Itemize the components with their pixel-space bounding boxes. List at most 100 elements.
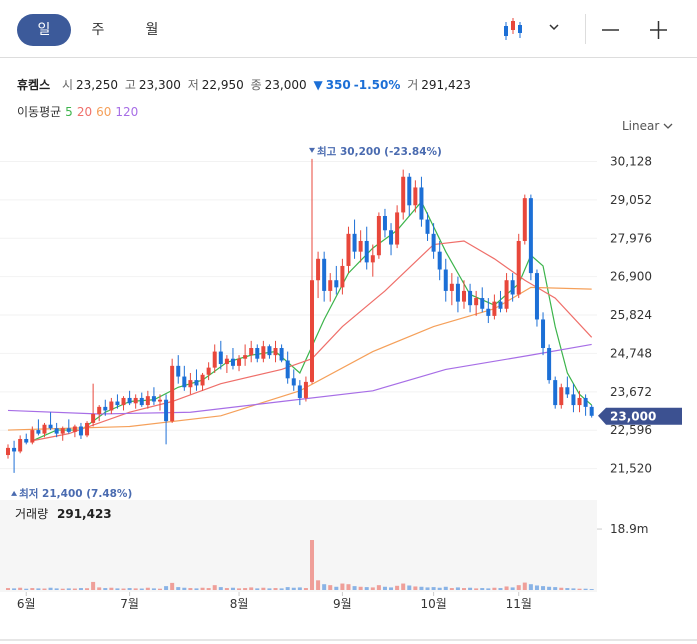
- change-mark: ▼: [313, 78, 323, 92]
- volume-bar: [437, 587, 442, 590]
- volume-bar: [322, 584, 327, 590]
- candle-body: [267, 346, 272, 356]
- ma-legend: 이동평균 5 20 60 120: [17, 103, 142, 120]
- volume-bar: [340, 583, 345, 590]
- candle-body: [18, 438, 23, 452]
- y-tick-label: 29,052: [610, 193, 652, 207]
- candle-body: [200, 374, 205, 386]
- candle-body: [528, 198, 533, 274]
- volume-bar: [66, 588, 71, 590]
- candle-body: [212, 351, 217, 368]
- volume-bar: [127, 588, 132, 590]
- candle-body: [158, 399, 162, 402]
- volume-bar: [547, 586, 552, 590]
- candle-body: [407, 176, 412, 206]
- scale-select[interactable]: Linear: [622, 119, 673, 133]
- candle-body: [571, 394, 576, 406]
- candle-body: [492, 301, 497, 316]
- candle-body: [577, 397, 582, 406]
- divider: [585, 14, 586, 44]
- candle-body: [182, 376, 187, 388]
- volume-bar: [310, 540, 314, 590]
- tab-month[interactable]: 월: [145, 22, 159, 38]
- candle-body: [389, 230, 394, 245]
- value: 23,250: [76, 78, 118, 92]
- candle-body: [516, 240, 521, 295]
- volume-bar: [577, 588, 582, 590]
- candle-body: [376, 215, 381, 256]
- y-tick-label: 23,672: [610, 385, 652, 399]
- candle-body: [510, 280, 515, 295]
- y-tick-label: 26,900: [610, 270, 652, 284]
- candle-body: [78, 426, 83, 436]
- candle-body: [60, 428, 65, 434]
- volume-bar: [522, 582, 527, 590]
- volume-bar: [267, 588, 272, 590]
- volume-bar: [6, 588, 10, 590]
- candle-body: [194, 380, 199, 386]
- change-pct: -1.50%: [353, 78, 401, 92]
- candle-body: [249, 348, 254, 356]
- zoom-controls[interactable]: [598, 18, 678, 42]
- volume-bar: [583, 588, 588, 590]
- candle-body: [36, 430, 41, 434]
- volume-bar: [413, 586, 418, 590]
- candle-body: [334, 280, 339, 288]
- candle-body: [364, 240, 369, 263]
- volume-bar: [12, 588, 17, 590]
- volume-bar: [443, 586, 448, 590]
- x-tick-label: 9월: [333, 597, 352, 611]
- ma-line: [7, 286, 592, 431]
- volume-bar: [474, 588, 479, 590]
- volume-bar: [30, 588, 35, 590]
- chevron: [663, 123, 673, 129]
- volume-bar: [528, 584, 533, 590]
- candle-body: [370, 255, 375, 263]
- candle-body: [72, 426, 77, 432]
- volume-bar: [419, 586, 424, 590]
- volume-bar: [407, 585, 412, 590]
- candle-body: [133, 397, 138, 404]
- tab-day[interactable]: 일: [17, 14, 71, 46]
- candle-body: [395, 212, 400, 245]
- volume-bar: [212, 585, 217, 590]
- candle-body: [553, 380, 558, 406]
- candle-body: [91, 414, 96, 423]
- volume-bar: [145, 587, 150, 590]
- candle-body: [237, 358, 242, 366]
- volume-bar: [48, 587, 53, 590]
- candle-body: [103, 406, 108, 411]
- candle-body: [559, 387, 564, 406]
- candle-body: [419, 187, 424, 220]
- candle-body: [30, 430, 35, 443]
- candle-body: [255, 348, 260, 359]
- candle-body: [151, 396, 156, 402]
- candle-body: [206, 367, 211, 375]
- volume-bar: [115, 588, 120, 590]
- volume-bar: [249, 587, 254, 590]
- volume-bar: [462, 588, 466, 590]
- chart-type-button[interactable]: [500, 16, 580, 44]
- label: 시: [61, 78, 73, 92]
- volume-bar: [559, 587, 564, 590]
- x-tick-label: 8월: [230, 597, 249, 611]
- candle-body: [480, 298, 485, 309]
- candle-body: [139, 397, 144, 406]
- volume-bar: [534, 585, 539, 590]
- volume-bar: [589, 589, 594, 590]
- value: 23,300: [138, 78, 181, 92]
- candle-body: [449, 283, 454, 291]
- candle-body: [431, 233, 436, 252]
- label: 종: [250, 78, 262, 92]
- tab-week[interactable]: 주: [91, 22, 105, 38]
- candle-body: [534, 273, 539, 320]
- candle-body: [498, 301, 503, 309]
- y-tick-label: 30,128: [610, 154, 652, 168]
- volume-bar: [486, 588, 491, 590]
- volume-bar: [218, 587, 223, 590]
- volume-bar: [18, 587, 23, 590]
- candle-body: [303, 381, 308, 398]
- volume-bar: [468, 587, 473, 590]
- volume-bar: [85, 588, 90, 590]
- candle-body: [328, 280, 333, 291]
